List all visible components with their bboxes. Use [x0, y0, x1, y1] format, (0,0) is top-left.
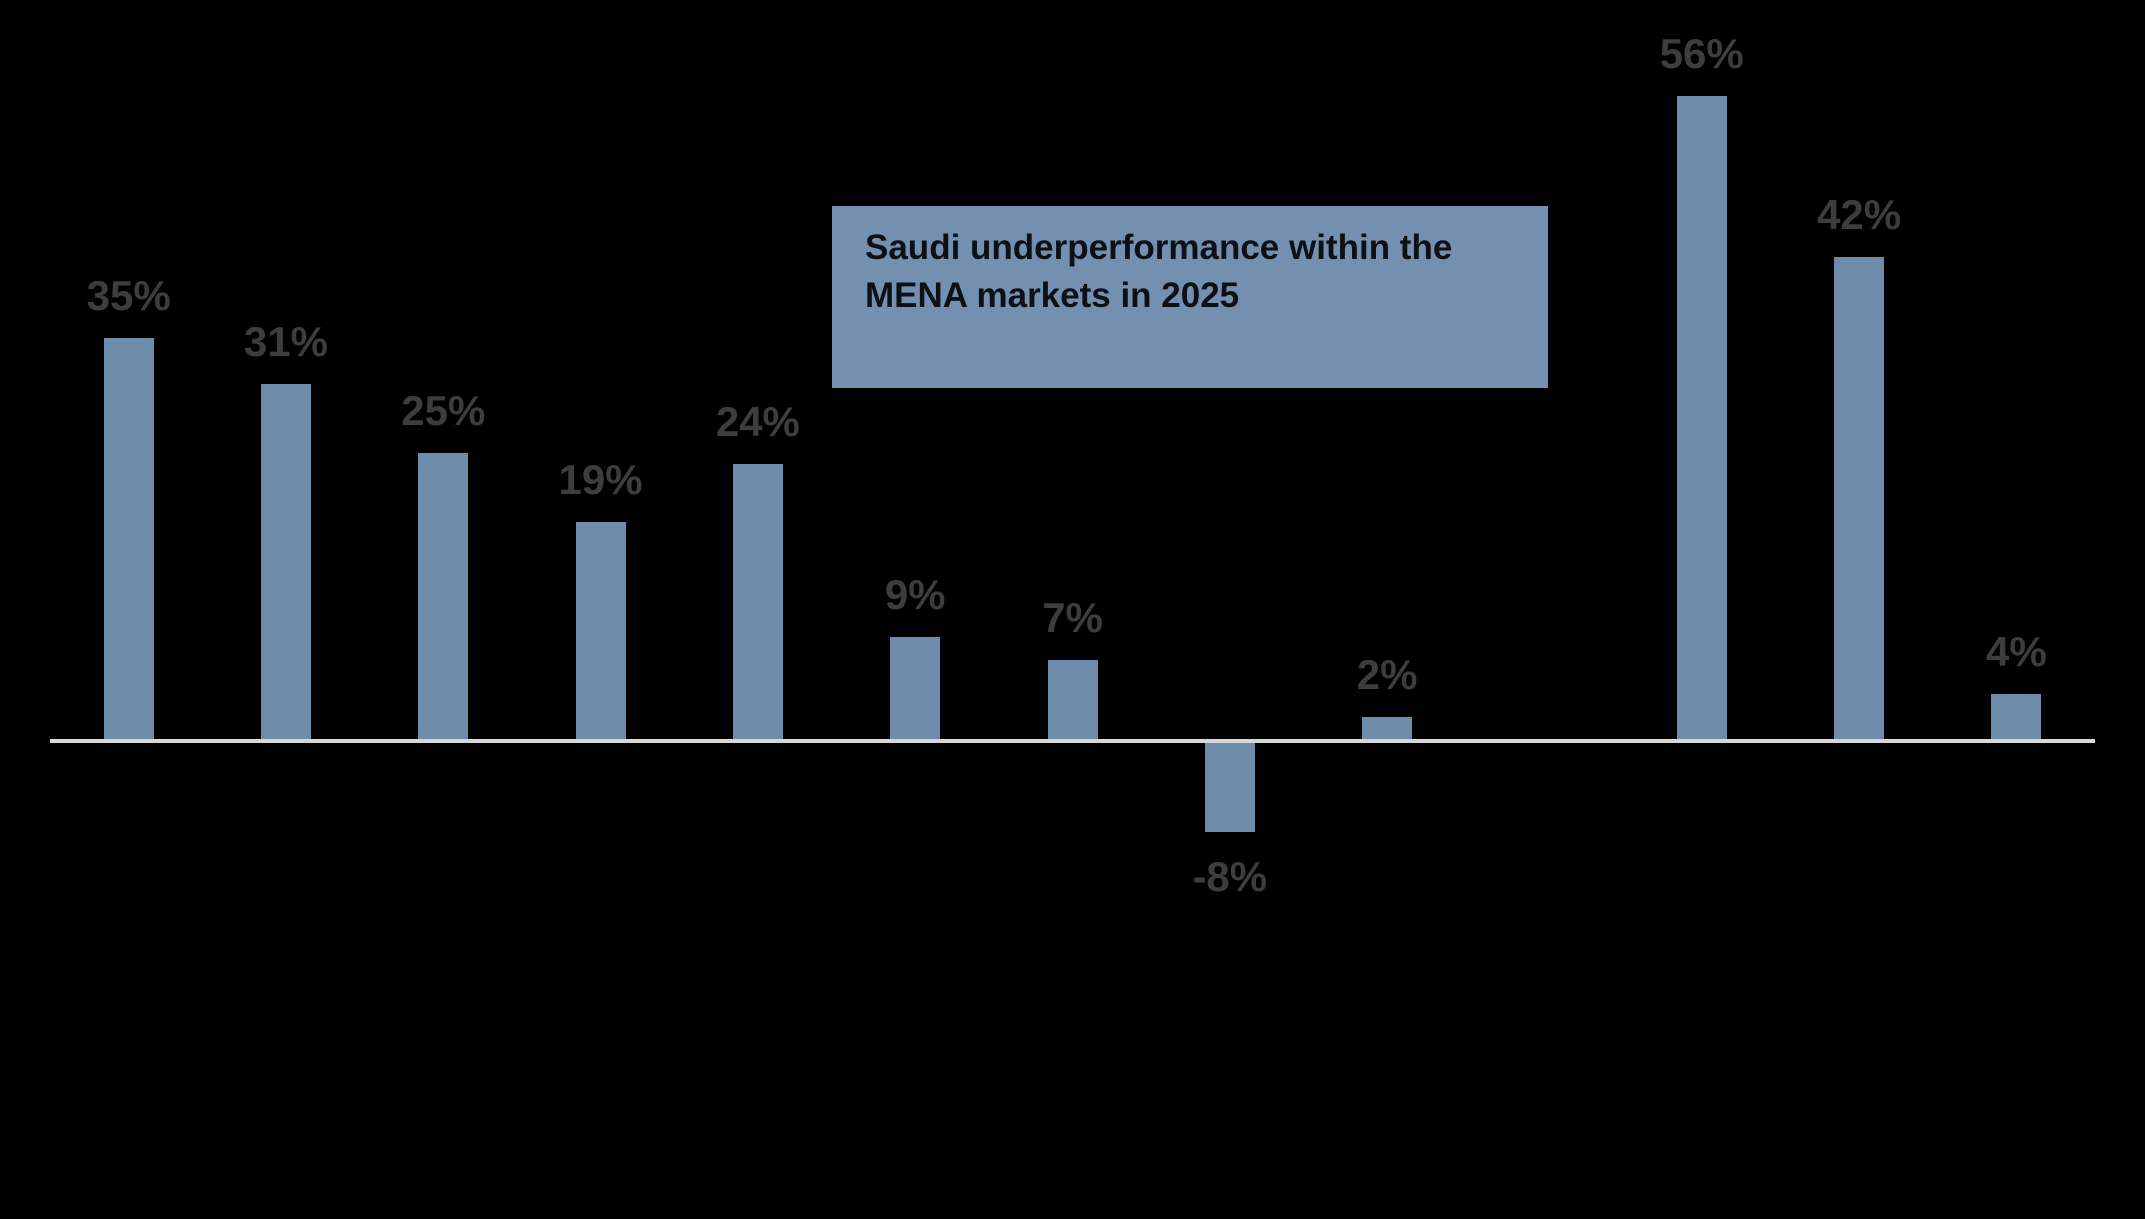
bar-data-label: 19%	[558, 455, 643, 503]
bar	[1047, 659, 1098, 740]
bar-data-label: 2%	[1356, 651, 1418, 698]
bar-data-label: 4%	[1985, 628, 2047, 675]
bar	[732, 464, 783, 740]
bar-data-label: 31%	[243, 317, 328, 365]
bar-data-label: 56%	[1659, 30, 1744, 77]
bar-data-label: 35%	[86, 271, 171, 319]
bar	[418, 452, 469, 740]
bar-data-label: 24%	[715, 398, 800, 445]
bar-data-label: 25%	[401, 386, 486, 434]
bar	[575, 521, 626, 740]
annotation-callout: Saudi underperformance within the MENA m…	[832, 206, 1548, 388]
bar-data-label: 42%	[1817, 191, 1902, 238]
bar	[1204, 740, 1255, 832]
bar	[890, 636, 941, 740]
bar-data-label: 9%	[884, 570, 946, 618]
bar-data-label: 7%	[1042, 593, 1103, 641]
bar	[1676, 96, 1727, 740]
annotation-line-2: MENA markets in 2025	[865, 276, 1240, 315]
x-axis-line	[50, 739, 2095, 743]
bar	[103, 337, 154, 740]
bar	[1362, 717, 1413, 740]
bar	[1991, 694, 2042, 740]
annotation-line-1: Saudi underperformance within the	[865, 228, 1453, 267]
bar	[260, 383, 311, 740]
bar-data-label: -8%	[1192, 853, 1268, 900]
bar	[1834, 257, 1885, 740]
